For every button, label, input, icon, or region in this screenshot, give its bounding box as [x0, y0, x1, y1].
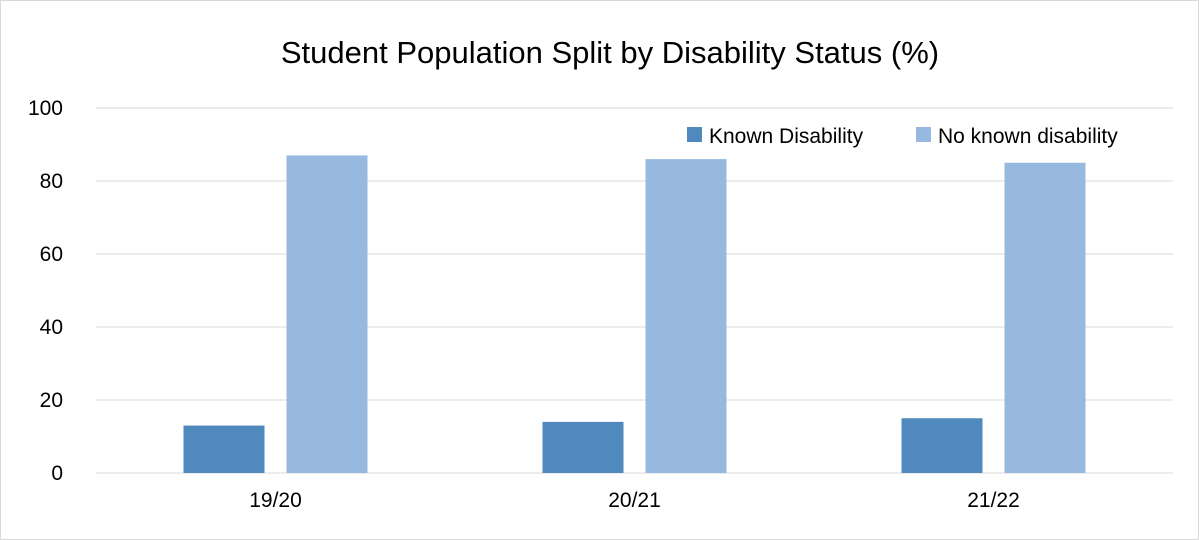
y-axis-ticks: 0 20 40 60 80 100: [28, 97, 63, 485]
x-tick-label: 20/21: [608, 489, 661, 512]
y-tick-label: 80: [40, 170, 63, 193]
y-tick-label: 40: [40, 316, 63, 339]
x-tick-label: 19/20: [249, 489, 302, 512]
bar-no-known-disability-1: [645, 159, 727, 473]
x-tick-label: 21/22: [967, 489, 1020, 512]
chart-title: Student Population Split by Disability S…: [281, 35, 939, 70]
bar-no-known-disability-0: [286, 155, 368, 473]
gridlines: [96, 107, 1173, 474]
bar-known-disability-0: [183, 425, 265, 473]
x-axis-ticks: 19/20 20/21 21/22: [249, 489, 1020, 512]
y-tick-label: 0: [51, 462, 63, 485]
bar-known-disability-1: [542, 421, 624, 473]
y-tick-label: 60: [40, 243, 63, 266]
y-tick-label: 100: [28, 97, 63, 120]
y-tick-label: 20: [40, 389, 63, 412]
bar-no-known-disability-2: [1004, 162, 1086, 473]
legend-label: No known disability: [938, 125, 1118, 148]
legend-swatch: [916, 127, 931, 142]
bar-known-disability-2: [901, 418, 983, 473]
bars: [183, 155, 1086, 473]
legend-swatch: [687, 127, 702, 142]
legend-label: Known Disability: [709, 125, 864, 148]
legend: Known Disability No known disability: [687, 125, 1118, 148]
